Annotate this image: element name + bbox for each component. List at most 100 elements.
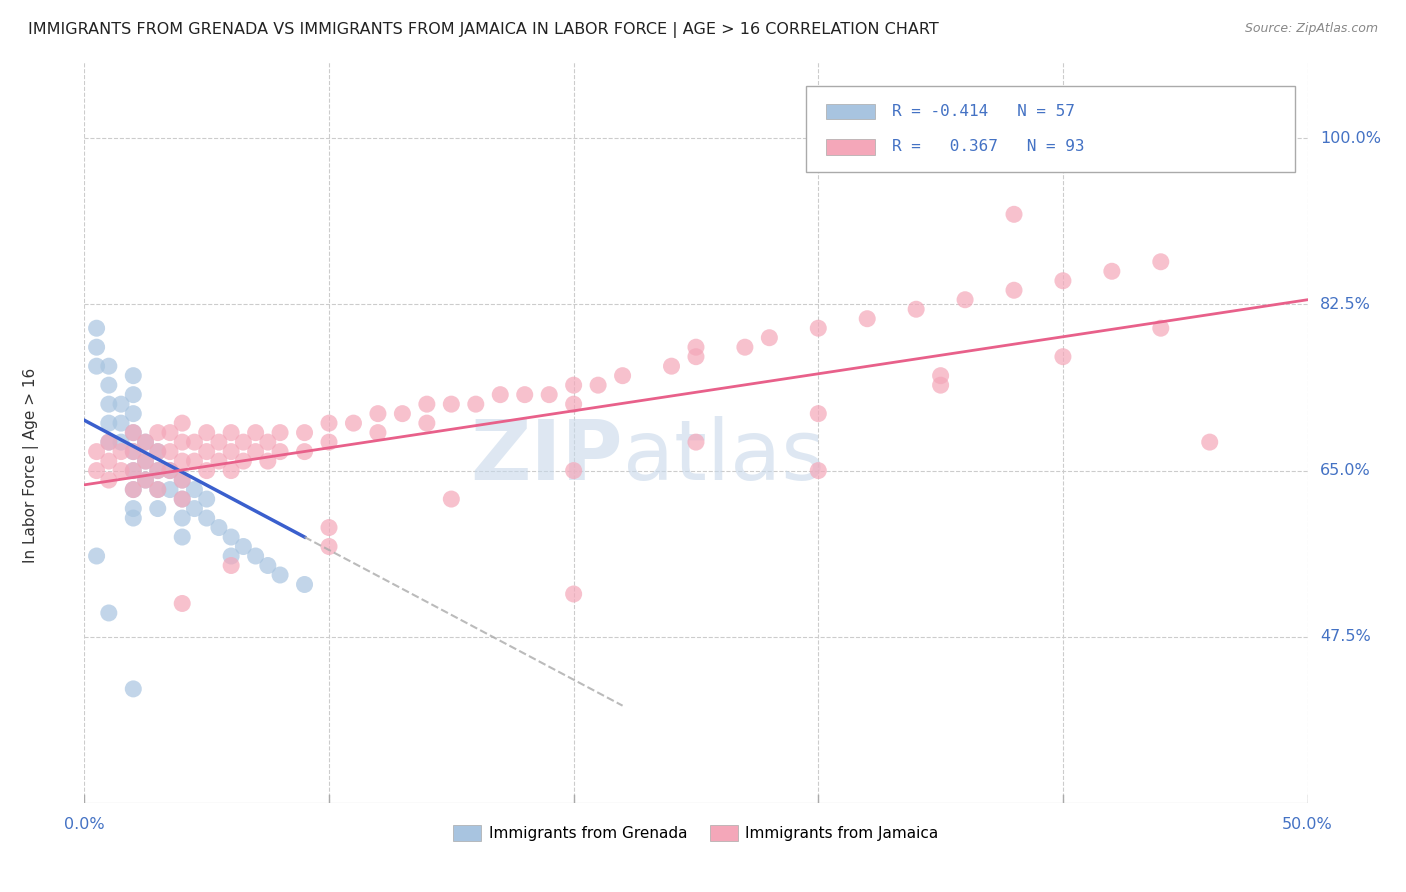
Point (232, 540, 254, 554)
Point (245, 425, 267, 440)
Text: R = -0.414   N = 57: R = -0.414 N = 57 (891, 104, 1074, 120)
Point (122, 425, 145, 440)
Point (257, 435, 280, 450)
Point (953, 293, 976, 307)
Point (135, 435, 157, 450)
Point (195, 464, 218, 478)
Point (294, 577, 316, 591)
Point (159, 464, 181, 478)
Point (219, 444, 242, 458)
Point (416, 416, 439, 430)
Point (685, 340, 707, 354)
Point (538, 387, 561, 401)
Point (219, 558, 242, 573)
Point (122, 464, 145, 478)
Text: ZIP: ZIP (470, 416, 623, 497)
Point (146, 444, 169, 458)
Point (232, 454, 254, 468)
Point (1150, 321, 1173, 335)
Point (122, 483, 145, 497)
Point (122, 444, 145, 458)
Point (318, 435, 340, 450)
Point (807, 464, 830, 478)
Point (172, 511, 194, 525)
Point (391, 407, 413, 421)
Point (146, 483, 169, 497)
Point (97, 473, 120, 487)
Text: 65.0%: 65.0% (1320, 463, 1371, 478)
Point (135, 435, 157, 450)
Text: In Labor Force | Age > 16: In Labor Force | Age > 16 (22, 368, 38, 564)
Point (208, 435, 231, 450)
Point (685, 435, 707, 450)
Point (86, 444, 108, 458)
Point (807, 407, 830, 421)
Point (685, 350, 707, 364)
Point (586, 378, 609, 392)
Point (97, 454, 120, 468)
Point (219, 464, 242, 478)
Point (110, 397, 132, 411)
Point (856, 311, 879, 326)
Point (146, 464, 169, 478)
Point (183, 483, 205, 497)
Point (562, 464, 585, 478)
Point (562, 587, 585, 601)
Point (318, 520, 340, 534)
Point (1052, 350, 1074, 364)
Point (122, 407, 145, 421)
Point (172, 530, 194, 544)
Point (208, 454, 231, 468)
Point (110, 416, 132, 430)
Point (97, 378, 120, 392)
Point (97, 359, 120, 374)
Point (1198, 435, 1220, 450)
Point (172, 597, 194, 611)
Point (734, 340, 756, 354)
Point (257, 558, 280, 573)
Point (172, 473, 194, 487)
Point (146, 501, 169, 516)
Point (110, 435, 132, 450)
Point (929, 378, 952, 392)
Text: 50.0%: 50.0% (1282, 817, 1333, 832)
Point (122, 425, 145, 440)
Point (172, 491, 194, 506)
Point (318, 540, 340, 554)
Point (86, 340, 108, 354)
Point (195, 491, 218, 506)
Point (342, 416, 364, 430)
Point (146, 444, 169, 458)
Point (269, 444, 291, 458)
Point (122, 444, 145, 458)
Point (257, 454, 280, 468)
Point (97, 606, 120, 620)
Point (146, 483, 169, 497)
Point (245, 549, 267, 563)
Point (807, 321, 830, 335)
Legend: Immigrants from Grenada, Immigrants from Jamaica: Immigrants from Grenada, Immigrants from… (447, 819, 945, 847)
Point (440, 491, 463, 506)
Point (159, 483, 181, 497)
Point (159, 464, 181, 478)
Point (110, 464, 132, 478)
Point (195, 425, 218, 440)
Text: 100.0%: 100.0% (1320, 131, 1381, 146)
Point (122, 681, 145, 696)
Text: Source: ZipAtlas.com: Source: ZipAtlas.com (1244, 22, 1378, 36)
Point (97, 416, 120, 430)
Point (135, 473, 157, 487)
Point (219, 530, 242, 544)
Point (122, 483, 145, 497)
Point (122, 368, 145, 383)
Point (183, 501, 205, 516)
Text: 0.0%: 0.0% (65, 817, 104, 832)
Point (513, 387, 536, 401)
Point (122, 511, 145, 525)
Bar (825, 104, 875, 120)
Point (195, 444, 218, 458)
Point (440, 397, 463, 411)
Point (367, 425, 389, 440)
FancyBboxPatch shape (806, 87, 1295, 171)
Point (172, 473, 194, 487)
